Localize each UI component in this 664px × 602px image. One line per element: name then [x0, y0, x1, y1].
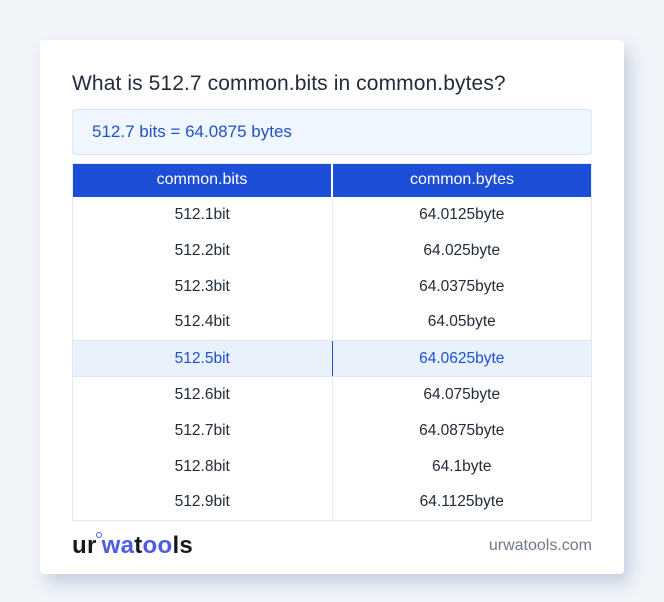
urwatools-logo[interactable]: ur wa t oo ls: [72, 532, 193, 560]
bits-cell: 512.7bit: [72, 412, 333, 449]
bytes-cell: 64.1125byte: [332, 484, 592, 521]
table-row: 512.2bit 64.025byte: [72, 232, 592, 269]
logo-ring-icon: [95, 532, 102, 538]
bits-cell: 512.8bit: [72, 448, 333, 485]
table-row: 512.4bit 64.05byte: [72, 304, 592, 341]
bits-cell: 512.3bit: [72, 268, 333, 305]
bytes-cell: 64.0125byte: [332, 196, 592, 233]
table-row: 512.1bit 64.0125byte: [72, 196, 592, 233]
conversion-table-body: 512.1bit 64.0125byte 512.2bit 64.025byte 512…: [72, 196, 592, 521]
bytes-cell: 64.025byte: [332, 232, 592, 269]
bytes-cell: 64.0625byte: [332, 340, 592, 377]
bytes-cell: 64.075byte: [332, 376, 592, 413]
logo-text-part: ls: [172, 532, 194, 559]
page-title: What is 512.7 common.bits in common.byte…: [72, 72, 506, 95]
conversion-result-box: 512.7 bits = 64.0875 bytes: [72, 109, 592, 155]
table-row: 512.8bit 64.1byte: [72, 448, 592, 485]
card-footer: ur wa t oo ls urwatools.com: [72, 532, 592, 560]
logo-text-part: oo: [142, 532, 173, 559]
table-row: 512.3bit 64.0375byte: [72, 268, 592, 305]
bits-cell: 512.1bit: [72, 196, 333, 233]
conversion-table-header: common.bits common.bytes: [72, 163, 592, 197]
bits-cell: 512.2bit: [72, 232, 333, 269]
bytes-cell: 64.1byte: [332, 448, 592, 485]
bytes-cell: 64.05byte: [332, 304, 592, 341]
conversion-result-text: 512.7 bits = 64.0875 bytes: [92, 122, 292, 141]
logo-text-part: wa: [101, 532, 135, 559]
bits-cell: 512.4bit: [72, 304, 333, 341]
table-row-highlighted: 512.5bit 64.0625byte: [72, 340, 592, 377]
bits-cell: 512.9bit: [72, 484, 333, 521]
bytes-cell: 64.0875byte: [332, 412, 592, 449]
logo-text-part: t: [134, 532, 143, 559]
table-row: 512.9bit 64.1125byte: [72, 484, 592, 521]
bytes-cell: 64.0375byte: [332, 268, 592, 305]
site-domain-link[interactable]: urwatools.com: [488, 537, 592, 554]
table-row: 512.6bit 64.075byte: [72, 376, 592, 413]
logo-text-part: ur: [72, 532, 97, 559]
bits-cell: 512.6bit: [72, 376, 333, 413]
column-header-bytes: common.bytes: [332, 163, 592, 197]
conversion-card: What is 512.7 common.bits in common.byte…: [40, 40, 624, 574]
table-row: 512.7bit 64.0875byte: [72, 412, 592, 449]
bits-cell: 512.5bit: [72, 340, 333, 377]
column-header-bits: common.bits: [72, 163, 333, 197]
conversion-table: common.bits common.bytes 512.1bit 64.0125…: [72, 163, 592, 521]
